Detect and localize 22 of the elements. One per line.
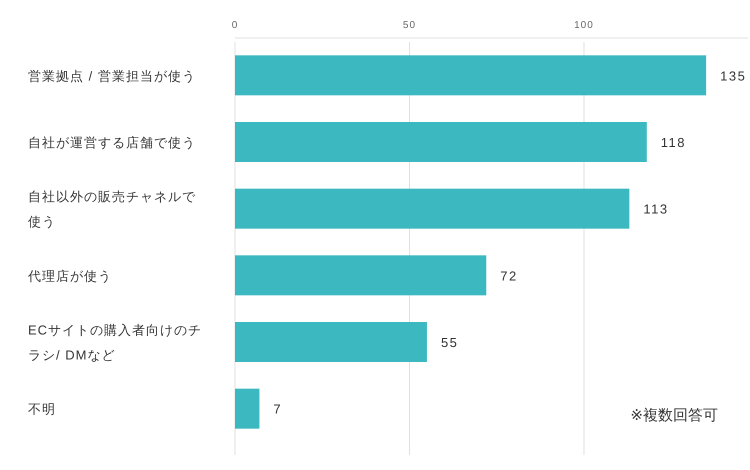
y-tick-label: ECサイトの購入者向けのチラシ/ DMなど: [28, 322, 202, 362]
y-tick-label: 営業拠点 / 営業担当が使う: [28, 68, 196, 84]
y-tick-label: 不明: [28, 402, 56, 417]
data-label: 113: [643, 202, 669, 217]
bar: [235, 188, 630, 229]
bar: [235, 122, 647, 162]
x-tick-label: 100: [574, 20, 594, 31]
y-tick-label: 自社以外の販売チャネルで使う: [28, 189, 196, 230]
x-tick-label: 50: [402, 20, 416, 31]
data-label: 118: [660, 135, 686, 150]
bar: [235, 255, 486, 296]
y-tick-label: 代理店が使う: [27, 268, 112, 284]
x-tick-label: 0: [232, 20, 238, 31]
y-tick-label: 自社が運営する店舗で使う: [28, 135, 196, 150]
data-label: 72: [500, 268, 518, 284]
bar: [235, 322, 427, 362]
data-label: 135: [720, 68, 746, 84]
data-label: 55: [440, 335, 458, 350]
data-label: 7: [273, 402, 282, 417]
bar: [235, 388, 260, 429]
annotation: ※複数回答可: [630, 407, 718, 424]
bar: [235, 55, 706, 96]
